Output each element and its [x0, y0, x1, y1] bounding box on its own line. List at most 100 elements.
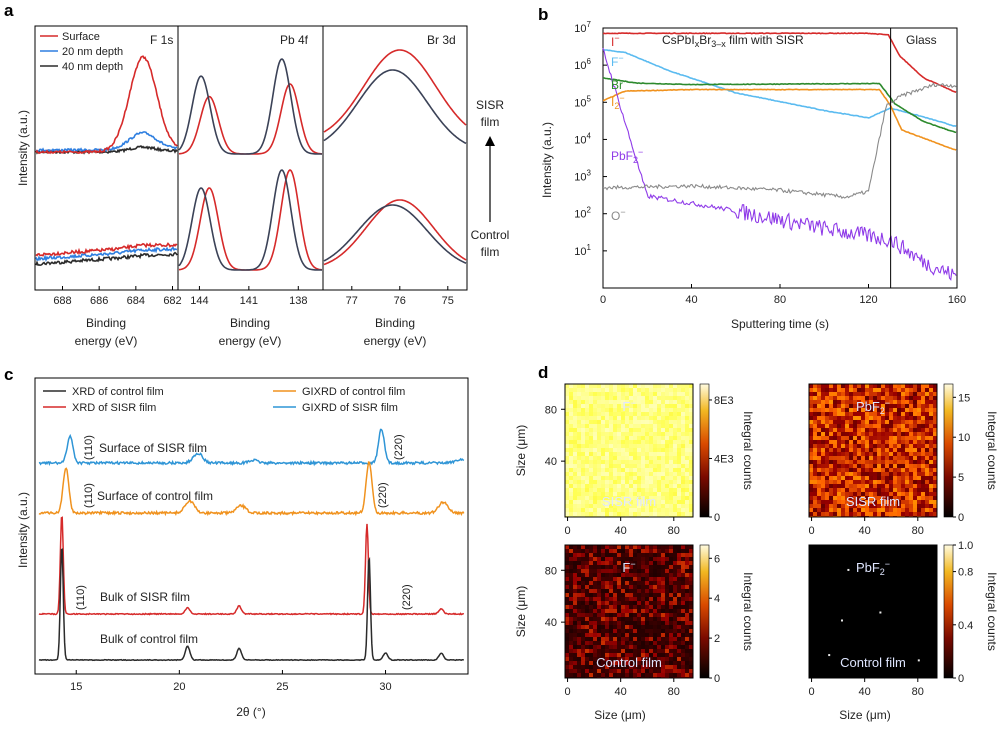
d-pixel — [857, 452, 861, 456]
d-pixel — [885, 545, 889, 549]
d-pixel — [577, 585, 581, 589]
d-colorbar — [943, 544, 954, 679]
d-pixel — [861, 404, 865, 408]
d-pixel — [673, 432, 677, 436]
d-pixel — [601, 613, 605, 617]
panel-c-legend: XRD of control film XRD of SISR film GIX… — [43, 386, 405, 414]
d-pixel — [605, 617, 609, 621]
d-pixel — [633, 416, 637, 420]
d-pixel — [909, 589, 913, 593]
d-pixel — [669, 480, 673, 484]
d-pixel — [897, 448, 901, 452]
d-pixel — [573, 557, 577, 561]
d-pixel — [849, 504, 853, 508]
c-ann-220-s: (220) — [393, 434, 405, 460]
d-pixel — [681, 581, 685, 585]
d-pixel — [581, 476, 585, 480]
d-pixel — [821, 500, 825, 504]
d-pixel — [641, 384, 645, 388]
d-pixel — [565, 492, 569, 496]
d-pixel — [633, 669, 637, 673]
d-pixel — [657, 504, 661, 508]
d-pixel — [581, 617, 585, 621]
d-pixel — [609, 404, 613, 408]
d-pixel — [669, 384, 673, 388]
d-pixel — [857, 424, 861, 428]
d-pixel — [641, 621, 645, 625]
d-pixel — [833, 496, 837, 500]
d-pixel — [857, 549, 861, 553]
d-pixel — [685, 480, 689, 484]
d-pixel — [833, 657, 837, 661]
d-pixel — [577, 641, 581, 645]
d-pixel — [681, 625, 685, 629]
d-pixel — [649, 436, 653, 440]
d-pixel — [653, 625, 657, 629]
d-pixel — [585, 428, 589, 432]
d-pixel — [613, 589, 617, 593]
d-pixel — [633, 561, 637, 565]
d-pixel — [913, 625, 917, 629]
d-pixel — [573, 392, 577, 396]
d-pixel — [821, 573, 825, 577]
d-xtick-label: 0 — [564, 686, 570, 698]
d-pixel — [633, 641, 637, 645]
d-pixel — [641, 577, 645, 581]
d-pixel — [585, 424, 589, 428]
d-pixel — [617, 432, 621, 436]
d-pixel — [833, 416, 837, 420]
d-pixel — [677, 557, 681, 561]
d-pixel — [865, 589, 869, 593]
d-pixel — [909, 621, 913, 625]
d-pixel — [661, 585, 665, 589]
d-pixel — [829, 384, 833, 388]
d-pixel — [577, 569, 581, 573]
d-pixel — [821, 613, 825, 617]
d-pixel — [681, 512, 685, 516]
d-pixel — [621, 673, 625, 677]
d-pixel — [869, 621, 873, 625]
d-pixel — [637, 569, 641, 573]
d-pixel — [645, 553, 649, 557]
d-pixel — [577, 633, 581, 637]
d-pixel — [841, 617, 845, 621]
d-pixel — [577, 448, 581, 452]
panel-a-label: a — [4, 1, 14, 20]
d-pixel — [881, 508, 885, 512]
d-pixel — [933, 625, 937, 629]
d-pixel — [853, 404, 857, 408]
d-pixel — [901, 388, 905, 392]
d-pixel — [921, 384, 925, 388]
d-pixel — [933, 448, 937, 452]
d-pixel — [605, 512, 609, 516]
d-pixel — [845, 492, 849, 496]
d-pixel — [689, 589, 693, 593]
d-pixel — [865, 605, 869, 609]
d-pixel — [685, 553, 689, 557]
d-pixel — [849, 396, 853, 400]
d-pixel — [681, 484, 685, 488]
d-pixel — [905, 621, 909, 625]
d-pixel — [861, 508, 865, 512]
d-pixel — [605, 476, 609, 480]
d-pixel — [657, 569, 661, 573]
d-pixel — [873, 504, 877, 508]
d-pixel — [829, 573, 833, 577]
d-pixel — [889, 416, 893, 420]
d-pixel — [829, 480, 833, 484]
d-pixel — [881, 641, 885, 645]
d-pixel — [861, 585, 865, 589]
d-pixel — [933, 480, 937, 484]
d-pixel — [841, 428, 845, 432]
d-pixel — [637, 488, 641, 492]
d-pixel — [669, 472, 673, 476]
d-pixel — [821, 492, 825, 496]
d-pixel — [869, 388, 873, 392]
c-series-2 — [38, 516, 465, 616]
d-pixel — [569, 629, 573, 633]
d-pixel — [609, 613, 613, 617]
d-pixel — [689, 669, 693, 673]
d-pixel — [577, 637, 581, 641]
d-pixel — [633, 581, 637, 585]
d-pixel — [677, 476, 681, 480]
